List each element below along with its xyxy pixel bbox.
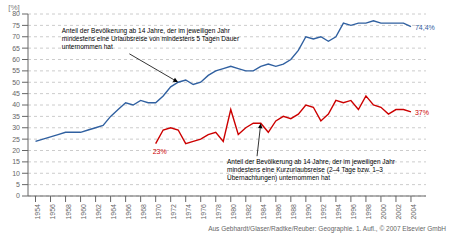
svg-text:75: 75 (12, 22, 20, 29)
svg-text:1960: 1960 (80, 204, 87, 220)
svg-text:70: 70 (12, 33, 20, 40)
svg-text:23%: 23% (153, 148, 167, 155)
svg-text:5: 5 (16, 181, 20, 188)
svg-text:50: 50 (12, 79, 20, 86)
svg-text:1992: 1992 (320, 204, 327, 220)
svg-text:10: 10 (12, 170, 20, 177)
svg-text:1980: 1980 (230, 204, 237, 220)
svg-text:1990: 1990 (305, 204, 312, 220)
svg-text:0: 0 (16, 192, 20, 199)
svg-text:1994: 1994 (335, 204, 342, 220)
svg-text:40: 40 (12, 101, 20, 108)
svg-text:80: 80 (12, 10, 20, 18)
svg-text:55: 55 (12, 67, 20, 74)
svg-text:1958: 1958 (65, 204, 72, 220)
svg-text:45: 45 (12, 90, 20, 97)
svg-text:1966: 1966 (125, 204, 132, 220)
svg-text:1984: 1984 (260, 204, 267, 220)
svg-text:35: 35 (12, 113, 20, 120)
svg-text:1972: 1972 (170, 204, 177, 220)
svg-text:65: 65 (12, 45, 20, 52)
svg-text:1978: 1978 (215, 204, 222, 220)
svg-text:1970: 1970 (155, 204, 162, 220)
svg-text:1986: 1986 (275, 204, 282, 220)
svg-text:[%]: [%] (8, 3, 20, 12)
svg-text:2002: 2002 (395, 204, 402, 220)
svg-text:1954: 1954 (34, 204, 41, 220)
svg-text:1976: 1976 (200, 204, 207, 220)
svg-text:1968: 1968 (140, 204, 147, 220)
svg-text:1962: 1962 (95, 204, 102, 220)
svg-text:30: 30 (12, 124, 20, 131)
svg-text:2000: 2000 (380, 204, 387, 220)
svg-text:Anteil der Bevölkerung ab 14 J: Anteil der Bevölkerung ab 14 Jahre, der … (62, 27, 240, 50)
svg-text:1996: 1996 (350, 204, 357, 220)
svg-text:1982: 1982 (245, 204, 252, 220)
svg-text:25: 25 (12, 136, 20, 143)
svg-text:1956: 1956 (49, 204, 56, 220)
svg-text:37%: 37% (415, 109, 429, 116)
svg-text:1998: 1998 (365, 204, 372, 220)
svg-text:1964: 1964 (110, 204, 117, 220)
svg-text:15: 15 (12, 158, 20, 165)
svg-text:Anteil der Bevölkerung ab 14 J: Anteil der Bevölkerung ab 14 Jahre, der … (227, 158, 396, 182)
svg-text:20: 20 (12, 147, 20, 154)
html-text:Aus Gebhardt/Glaser/Radtke/Reu: Aus Gebhardt/Glaser/Radtke/Reuber: Geogr… (208, 225, 446, 232)
svg-text:1988: 1988 (290, 204, 297, 220)
svg-text:60: 60 (12, 56, 20, 63)
svg-text:2004: 2004 (410, 204, 417, 220)
svg-text:74,4%: 74,4% (415, 24, 435, 31)
svg-text:1974: 1974 (185, 204, 192, 220)
